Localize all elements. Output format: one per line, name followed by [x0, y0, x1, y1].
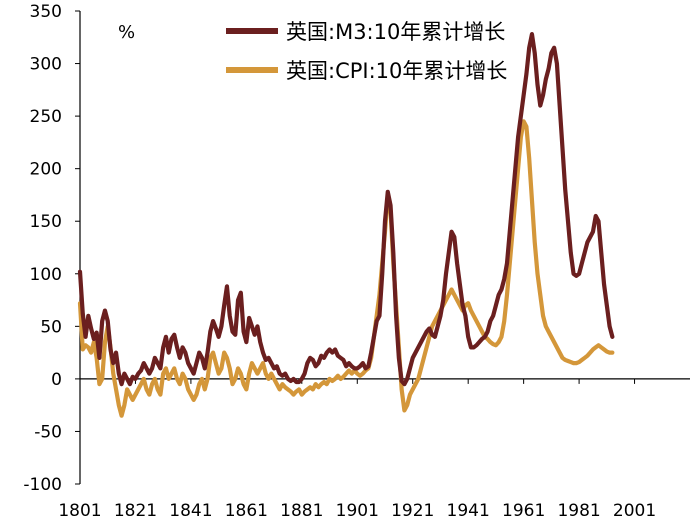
- y-tick-label: 350: [30, 2, 62, 22]
- y-tick-label: -100: [23, 475, 62, 495]
- y-tick-label: 250: [30, 107, 62, 127]
- x-tick-label: 1981: [557, 501, 600, 521]
- y-tick-label: -50: [34, 422, 62, 442]
- x-tick-label: 1841: [169, 501, 212, 521]
- y-tick-label: 0: [51, 370, 62, 390]
- y-unit-label: %: [118, 22, 135, 43]
- x-tick-label: 1861: [225, 501, 268, 521]
- y-tick-label: 300: [30, 55, 62, 75]
- x-tick-label: 1821: [114, 501, 157, 521]
- x-tick-label: 1961: [502, 501, 545, 521]
- x-tick-label: 1941: [447, 501, 490, 521]
- x-tick-label: 1901: [336, 501, 379, 521]
- x-tick-label: 2001: [613, 501, 656, 521]
- series-line-cpi: [77, 119, 615, 418]
- series-layer: [77, 32, 615, 418]
- y-axis-ticks: -100 -50 0 50 100 150 200 250 300 350: [23, 2, 80, 495]
- y-tick-label: 150: [30, 212, 62, 232]
- series-line-m3: [77, 32, 615, 387]
- legend-label: 英国:CPI:10年累计增长: [286, 59, 507, 83]
- x-axis-ticks: 1801 1821 1841 1861 1881 1901 1921 1941 1961 1981…: [58, 378, 656, 521]
- y-tick-label: 200: [30, 160, 62, 180]
- y-tick-label: 100: [30, 265, 62, 285]
- x-tick-label: 1921: [391, 501, 434, 521]
- x-tick-label: 1881: [280, 501, 323, 521]
- legend-label: 英国:M3:10年累计增长: [286, 20, 505, 44]
- x-tick-label: 1801: [58, 501, 101, 521]
- y-tick-label: 50: [40, 317, 62, 337]
